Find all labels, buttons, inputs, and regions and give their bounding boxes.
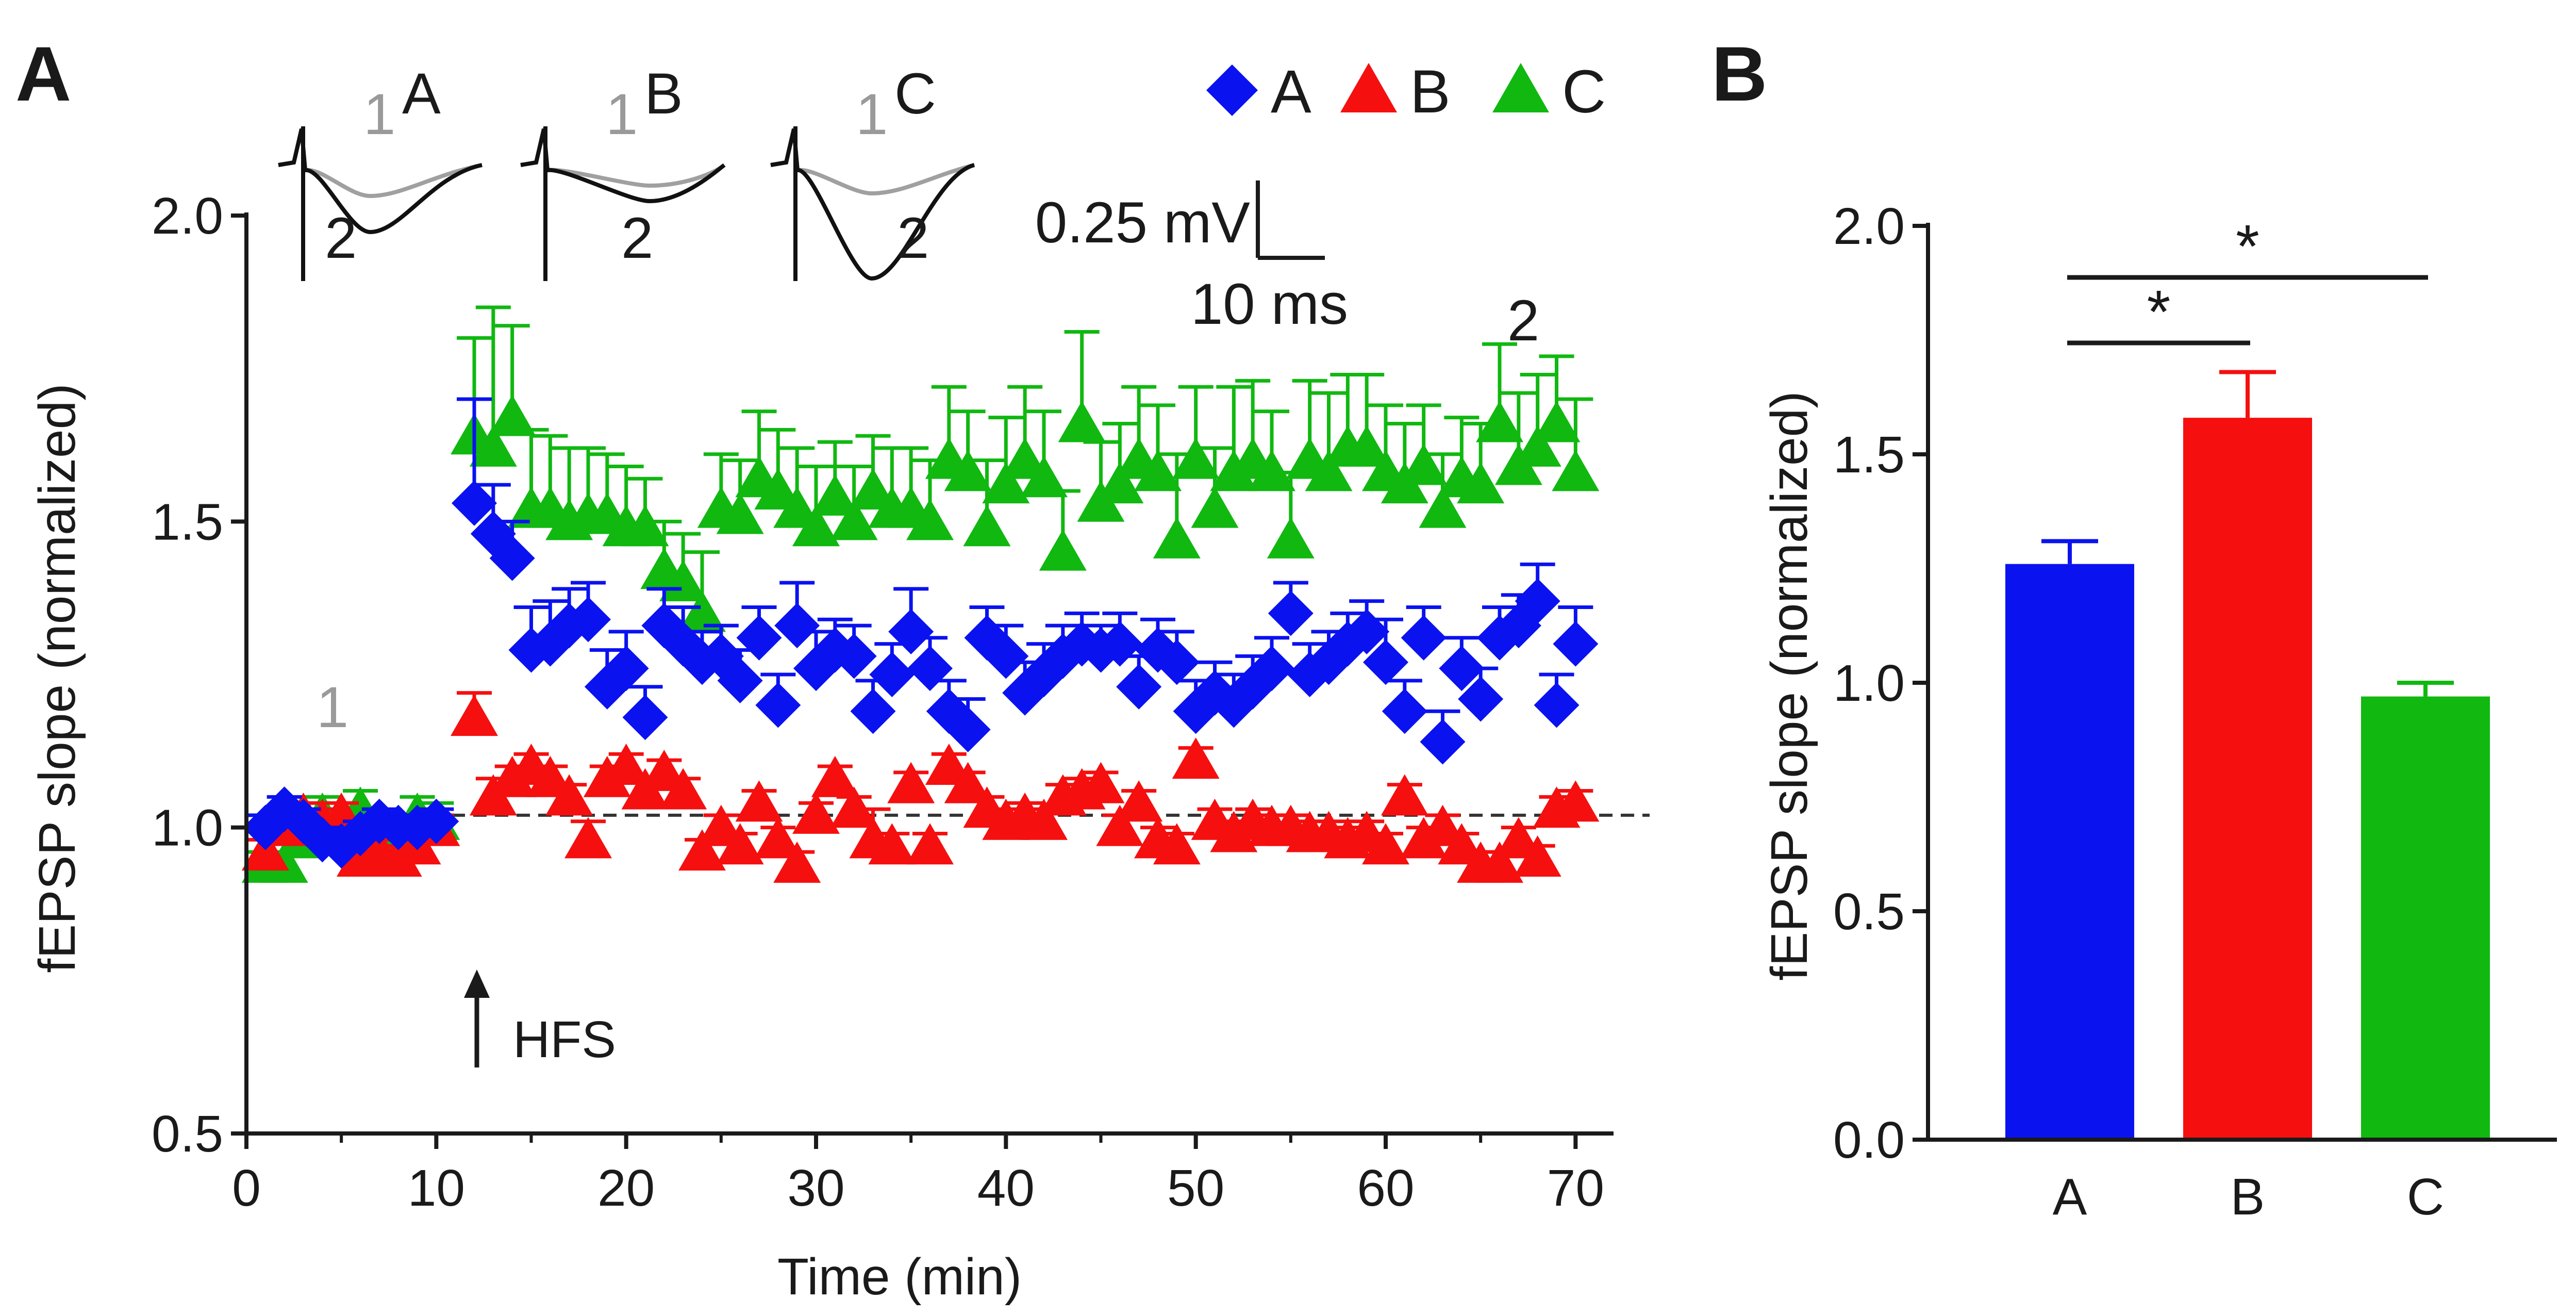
data-point-c — [1552, 450, 1599, 491]
data-point-a — [1382, 688, 1427, 734]
hfs-label: HFS — [513, 1011, 616, 1069]
legend-marker-a — [1206, 64, 1258, 116]
b-category-label: A — [2053, 1168, 2087, 1226]
b-y-tick-label: 0.5 — [1833, 883, 1905, 941]
bar-series — [2005, 372, 2490, 1140]
data-point-a — [774, 603, 820, 648]
trace-label-post: 2 — [325, 206, 357, 270]
baseline-marker-label: 1 — [317, 675, 348, 739]
b-y-tick-label: 1.5 — [1833, 426, 1905, 484]
data-point-c — [1533, 401, 1581, 442]
trace-label-pre: 1 — [363, 82, 395, 146]
data-point-a — [1534, 682, 1580, 728]
b-y-tick-label: 1.0 — [1833, 654, 1905, 712]
x-tick-label: 10 — [408, 1159, 465, 1217]
legend-marker-c — [1492, 63, 1549, 112]
trace-label-post: 2 — [897, 206, 929, 270]
trace-insets: 1 A21 B21 C2 — [278, 61, 974, 281]
bar-a — [2005, 564, 2134, 1140]
data-point-b — [451, 695, 498, 736]
significance-star: * — [2147, 278, 2171, 346]
data-point-a — [907, 646, 953, 691]
data-point-a — [888, 609, 934, 654]
panel-b-y-axis-title: fEPSP slope (normalized) — [1760, 391, 1818, 980]
data-point-a — [1401, 615, 1447, 661]
legend-label-c: C — [1562, 58, 1606, 126]
data-point-c — [1058, 401, 1106, 442]
late-marker-label: 2 — [1507, 288, 1539, 353]
figure: A 1 A21 B21 C2 0.25 mV 10 ms A B C 0.51.01.… — [0, 0, 2576, 1315]
bar-b — [2183, 418, 2312, 1140]
x-tick-label: 20 — [597, 1159, 655, 1217]
panel-a: A 1 A21 B21 C2 0.25 mV 10 ms A B C 0.51.01.… — [15, 30, 1650, 1306]
panel-a-x-axis-title: Time (min) — [777, 1248, 1022, 1306]
significance-star: * — [2236, 212, 2259, 281]
b-y-tick-label: 0.0 — [1833, 1111, 1905, 1169]
data-point-a — [869, 652, 915, 697]
data-point-a — [1420, 719, 1466, 765]
y-tick-label: 1.0 — [152, 799, 223, 857]
panel-b-label: B — [1711, 30, 1767, 117]
y-tick-label: 1.5 — [152, 493, 223, 551]
panel-b: B 0.00.51.01.52.0A B C ** fEPSP slope (nor… — [1711, 30, 2557, 1226]
data-point-b — [736, 780, 783, 821]
data-point-a — [1553, 621, 1598, 667]
legend-label-a: A — [1271, 58, 1311, 126]
data-point-a — [623, 695, 668, 740]
data-point-b — [564, 817, 612, 858]
data-point-a — [737, 615, 782, 661]
y-tick-label: 0.5 — [152, 1105, 223, 1163]
data-point-a — [1268, 590, 1314, 636]
x-tick-label: 60 — [1357, 1159, 1414, 1217]
trace-group-label: B — [644, 61, 683, 126]
data-point-c — [1191, 487, 1239, 528]
panel-a-y-axis-title: fEPSP slope (normalized) — [28, 383, 86, 973]
data-point-b — [906, 823, 954, 864]
trace-group-label: C — [894, 61, 936, 126]
bar-c — [2361, 697, 2490, 1140]
data-point-c — [1039, 530, 1087, 571]
b-category-label: B — [2231, 1168, 2265, 1226]
data-point-c — [1476, 401, 1523, 442]
data-point-c — [1153, 517, 1201, 558]
scale-voltage-label: 0.25 mV — [1035, 190, 1250, 255]
trace-label-post: 2 — [621, 206, 653, 270]
data-point-c — [1172, 438, 1220, 479]
data-point-b — [1172, 737, 1220, 779]
x-tick-label: 50 — [1167, 1159, 1224, 1217]
legend-label-b: B — [1410, 58, 1451, 126]
data-point-c — [963, 505, 1011, 546]
hfs-arrow — [464, 969, 490, 1067]
timecourse-series — [242, 307, 1600, 883]
panel-a-label: A — [15, 30, 71, 117]
data-point-c — [1400, 444, 1448, 485]
x-tick-label: 40 — [977, 1159, 1035, 1217]
trace-post — [771, 129, 974, 278]
trace-label-pre: 1 — [606, 82, 638, 146]
data-point-a — [1116, 664, 1161, 710]
data-point-a — [851, 688, 896, 734]
y-tick-label: 2.0 — [152, 187, 223, 245]
data-point-a — [755, 682, 801, 728]
b-y-tick-label: 2.0 — [1833, 198, 1905, 255]
trace-inset-a: 1 A 2 — [278, 61, 482, 281]
legend: A B C — [1206, 58, 1606, 126]
data-point-b — [1381, 774, 1428, 815]
scale-bar: 0.25 mV 10 ms — [1035, 180, 1348, 336]
significance-brackets: ** — [2067, 212, 2428, 346]
legend-marker-b — [1340, 63, 1397, 112]
x-tick-label: 0 — [232, 1159, 261, 1217]
data-point-c — [1267, 517, 1315, 558]
trace-group-label: A — [402, 61, 441, 126]
scale-time-label: 10 ms — [1191, 272, 1348, 336]
trace-inset-b: 1 B 2 — [521, 61, 724, 281]
x-tick-label: 70 — [1547, 1159, 1604, 1217]
b-category-label: C — [2407, 1168, 2444, 1226]
trace-label-pre: 1 — [856, 82, 888, 146]
x-tick-label: 30 — [787, 1159, 844, 1217]
trace-inset-c: 1 C 2 — [771, 61, 974, 281]
